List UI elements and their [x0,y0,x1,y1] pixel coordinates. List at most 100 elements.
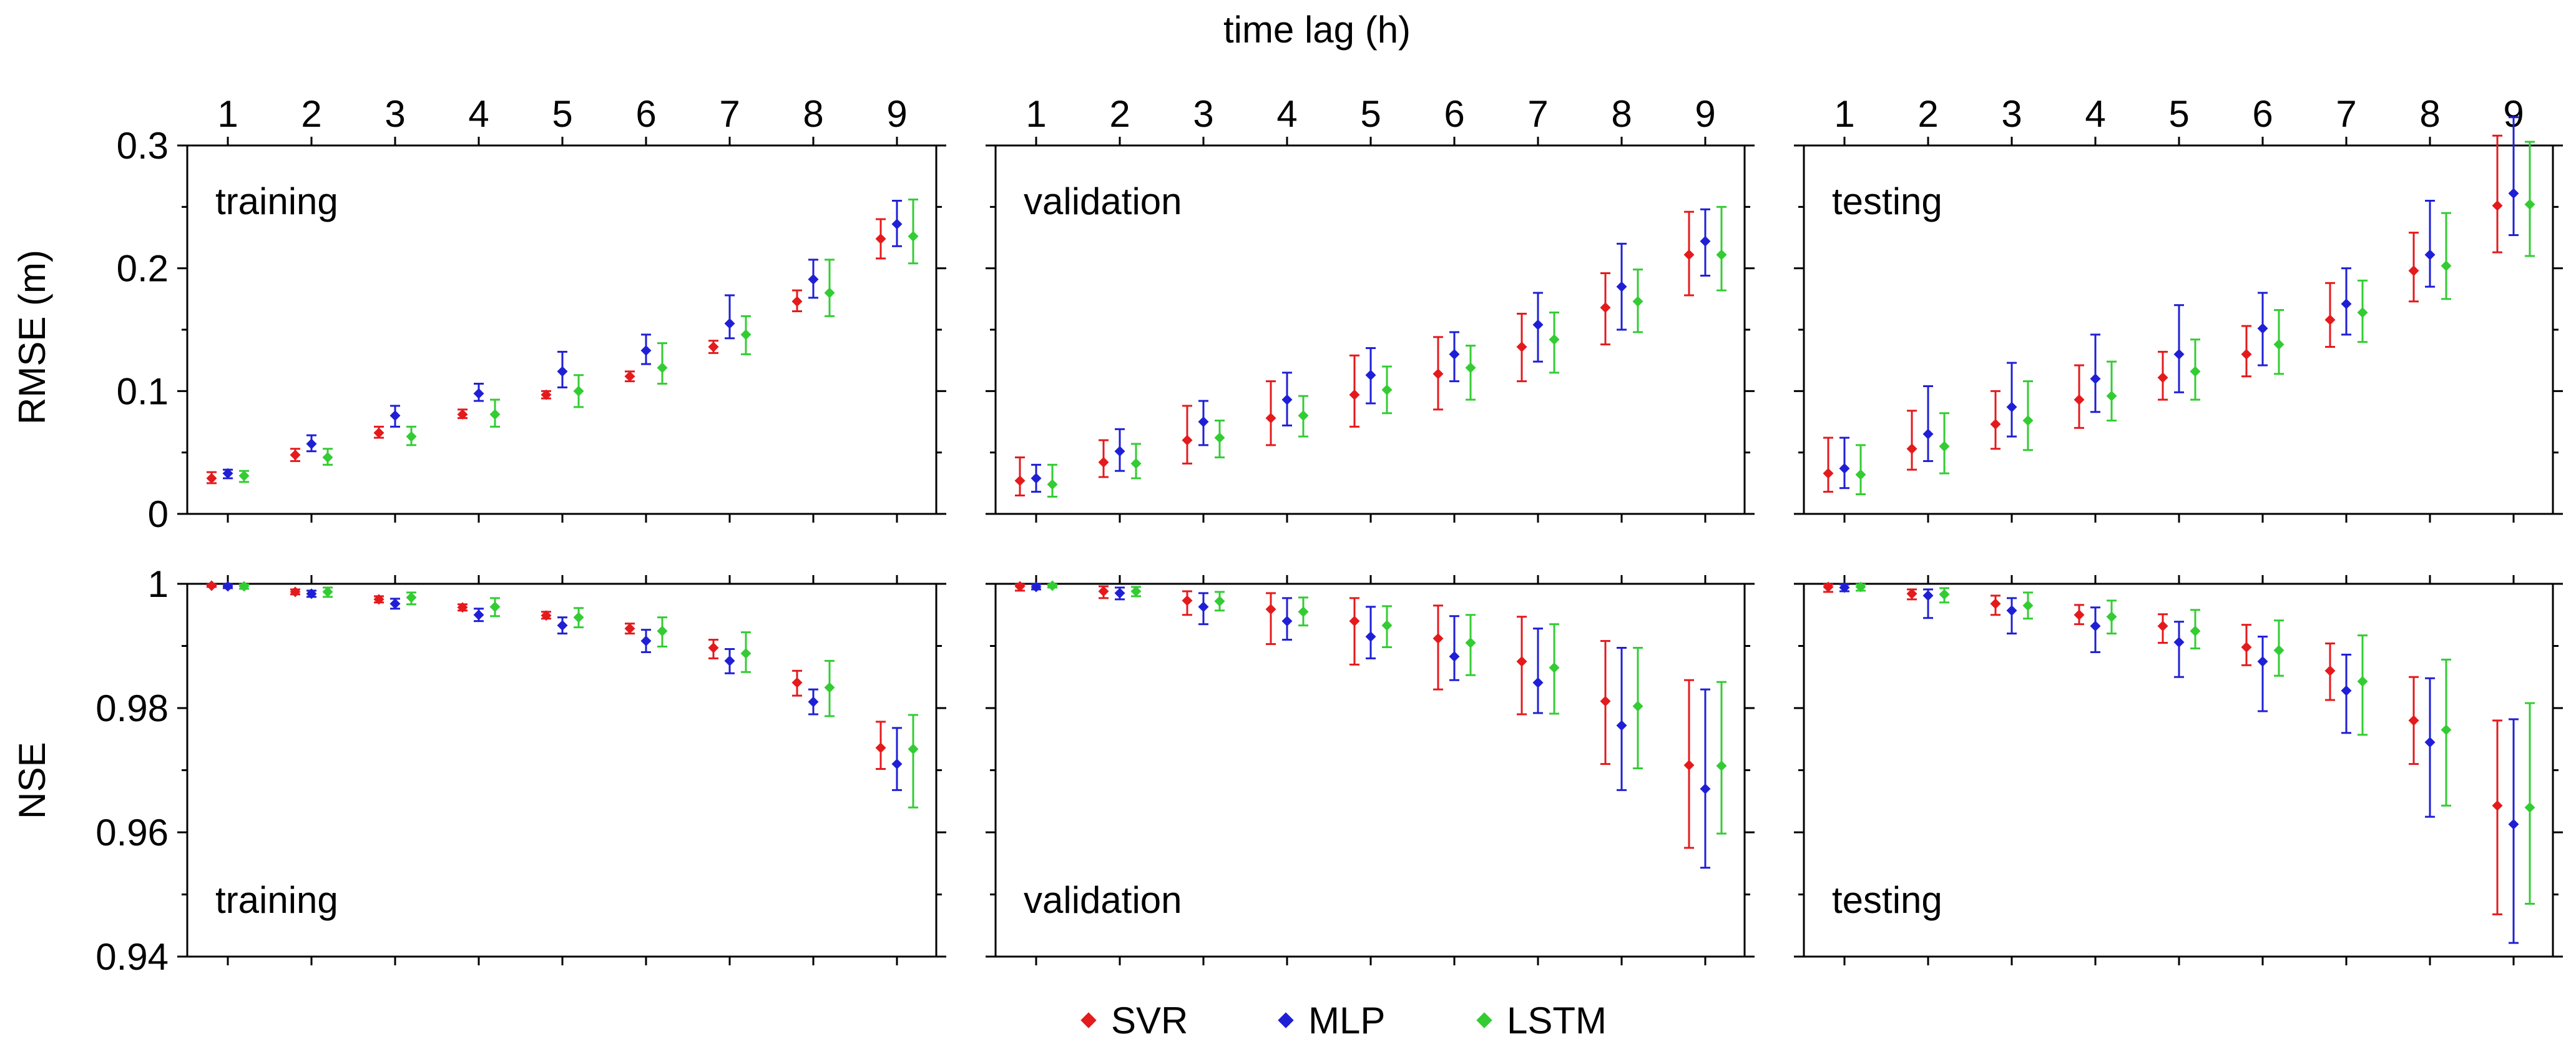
y-tick-label: 1 [148,563,169,605]
data-point [875,233,886,244]
data-point [1449,651,1460,662]
data-point [1047,479,1058,490]
data-point [222,468,233,479]
data-point [1298,606,1309,618]
data-point [2273,644,2285,656]
series-svr [1823,134,2503,493]
data-point [724,655,735,666]
data-point [1465,362,1476,373]
panel-nse-testing: testing [1794,575,2563,965]
data-point [541,610,552,621]
data-point [1182,435,1193,446]
data-point [2157,621,2168,632]
data-point [1532,319,1544,330]
series-mlp [1839,116,2519,490]
data-point [2022,415,2034,426]
rmse-y-axis-label: RMSE (m) [11,250,53,425]
data-point [1349,616,1360,627]
data-point [290,586,301,598]
x-tick-label: 9 [1695,93,1715,135]
x-tick-label: 1 [1834,93,1854,135]
data-point [2324,665,2336,676]
data-point [2508,819,2519,830]
x-tick-label: 7 [719,93,740,135]
data-point [808,273,819,285]
data-point [2524,802,2535,813]
series-lstm [1855,581,2535,905]
panel-nse-training: 0.94 0.96 0.98 1 training [95,563,946,978]
x-tick-label: 1 [1026,93,1046,135]
data-point [2324,314,2336,325]
x-tick-label: 5 [552,93,572,135]
y-tick-label: 0.94 [95,936,169,978]
data-point [1839,463,1850,474]
data-point [389,598,401,609]
data-point [657,362,668,373]
data-point [389,410,401,421]
data-point [2408,715,2419,726]
x-tick-label: 8 [1611,93,1632,135]
data-point [1616,720,1627,731]
panel-nse-validation: validation [986,575,1755,965]
data-point [708,342,719,353]
series-mlp [1031,581,1711,869]
data-point [1823,468,1834,479]
data-point [791,677,803,688]
data-point [2424,737,2436,748]
series-mlp [222,581,903,791]
data-point [1632,296,1643,307]
data-point [1098,456,1109,468]
data-point [2090,373,2101,385]
data-point [457,602,468,613]
x-tick-label: 5 [1360,93,1381,135]
panel-label: training [215,180,338,222]
data-point [640,636,652,647]
data-point [2257,656,2268,667]
data-point [2022,600,2034,611]
data-point [1031,473,1042,484]
data-point [1683,760,1695,771]
data-point [2492,200,2503,211]
data-point [206,473,217,484]
data-point [2006,401,2017,413]
data-point [573,385,584,396]
data-point [1449,348,1460,360]
data-point [2492,800,2503,811]
data-point [1265,604,1276,615]
data-point [1532,677,1544,688]
nse-y-axis-label: NSE [11,742,53,819]
data-point [1616,281,1627,292]
data-point [322,586,333,598]
x-tick-label: 2 [1917,93,1938,135]
data-point [1906,443,1917,455]
data-point [1098,586,1109,597]
series-mlp [222,200,903,480]
data-point [1432,633,1444,644]
data-point [2241,642,2252,653]
data-point [1516,342,1527,353]
data-point [2173,637,2185,648]
legend-item-lstm: LSTM [1476,1000,1607,1042]
x-tick-label: 8 [2419,93,2440,135]
data-point [624,623,635,634]
data-point [1700,783,1711,794]
panel-label: validation [1024,180,1182,222]
data-point [206,580,217,591]
data-point [1114,446,1125,457]
data-point [541,389,552,400]
data-point [740,329,752,340]
data-point [1632,701,1643,712]
data-point [2424,249,2436,260]
data-point [1130,586,1142,597]
data-point [2408,265,2419,277]
x-tick-label: 2 [1109,93,1130,135]
x-tick-label: 3 [1193,93,1213,135]
data-point [489,409,501,420]
data-point [1700,235,1711,247]
data-point [2106,390,2117,401]
data-point [473,609,484,621]
data-point [1855,581,1866,593]
data-point [1716,761,1727,772]
data-point [1365,631,1376,643]
